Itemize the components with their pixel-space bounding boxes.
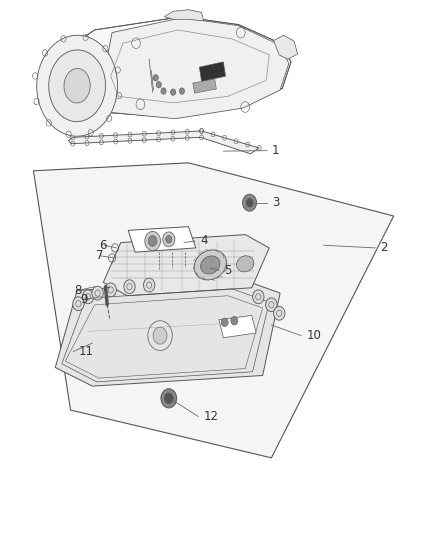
Ellipse shape bbox=[194, 250, 226, 280]
Circle shape bbox=[161, 88, 166, 94]
Polygon shape bbox=[55, 280, 280, 386]
Circle shape bbox=[105, 283, 117, 297]
Circle shape bbox=[164, 393, 173, 403]
Text: 5: 5 bbox=[224, 264, 232, 277]
Text: 2: 2 bbox=[381, 241, 388, 254]
Circle shape bbox=[153, 75, 158, 81]
Circle shape bbox=[231, 317, 238, 325]
Circle shape bbox=[145, 231, 160, 251]
Text: 12: 12 bbox=[203, 410, 218, 423]
Circle shape bbox=[179, 88, 184, 94]
Circle shape bbox=[266, 298, 277, 312]
Polygon shape bbox=[274, 35, 297, 59]
Ellipse shape bbox=[49, 50, 106, 122]
Circle shape bbox=[92, 286, 103, 300]
Circle shape bbox=[162, 232, 175, 247]
Polygon shape bbox=[68, 131, 259, 154]
Polygon shape bbox=[199, 62, 226, 82]
Circle shape bbox=[156, 82, 161, 88]
Circle shape bbox=[246, 198, 253, 207]
Ellipse shape bbox=[237, 256, 254, 272]
Text: 1: 1 bbox=[272, 144, 279, 157]
Circle shape bbox=[144, 278, 155, 292]
Text: 8: 8 bbox=[74, 284, 81, 297]
Text: 4: 4 bbox=[201, 235, 208, 247]
Ellipse shape bbox=[201, 256, 220, 274]
Circle shape bbox=[274, 306, 285, 320]
Circle shape bbox=[166, 236, 172, 243]
Circle shape bbox=[153, 327, 167, 344]
Polygon shape bbox=[128, 227, 196, 252]
Circle shape bbox=[243, 194, 257, 211]
Circle shape bbox=[73, 297, 84, 311]
Circle shape bbox=[170, 89, 176, 95]
Text: 7: 7 bbox=[96, 249, 103, 262]
Polygon shape bbox=[99, 18, 289, 119]
Polygon shape bbox=[103, 235, 269, 296]
Text: 11: 11 bbox=[78, 345, 93, 358]
Text: 10: 10 bbox=[306, 329, 321, 342]
Polygon shape bbox=[164, 10, 204, 21]
Circle shape bbox=[221, 318, 228, 327]
Text: 9: 9 bbox=[80, 293, 88, 306]
Circle shape bbox=[124, 280, 135, 294]
Ellipse shape bbox=[64, 69, 90, 103]
Text: 6: 6 bbox=[99, 239, 107, 252]
Polygon shape bbox=[193, 79, 216, 93]
Circle shape bbox=[161, 389, 177, 408]
Polygon shape bbox=[33, 163, 394, 458]
Text: 3: 3 bbox=[272, 196, 279, 209]
Polygon shape bbox=[60, 17, 291, 118]
Circle shape bbox=[148, 236, 157, 246]
Polygon shape bbox=[219, 316, 256, 338]
Circle shape bbox=[82, 290, 94, 304]
Ellipse shape bbox=[37, 35, 117, 136]
Circle shape bbox=[253, 290, 264, 304]
